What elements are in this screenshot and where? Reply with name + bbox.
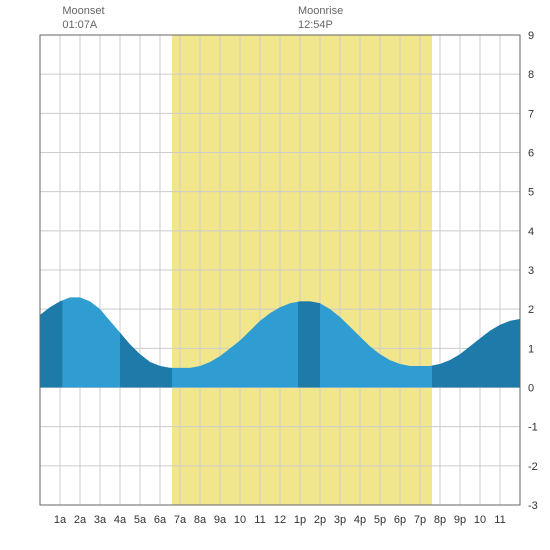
svg-text:4a: 4a [114, 514, 127, 526]
svg-text:1: 1 [528, 343, 534, 355]
svg-text:10: 10 [234, 514, 246, 526]
moonset-annotation: Moonset 01:07A [62, 4, 104, 33]
svg-text:7: 7 [528, 108, 534, 120]
svg-text:8p: 8p [434, 514, 446, 526]
moonset-title: Moonset [62, 4, 104, 18]
svg-text:6a: 6a [154, 514, 167, 526]
svg-text:7a: 7a [174, 514, 187, 526]
svg-text:11: 11 [494, 514, 505, 526]
svg-text:2: 2 [528, 304, 534, 316]
svg-text:8: 8 [528, 69, 534, 81]
chart-svg: -3-2-101234567891a2a3a4a5a6a7a8a9a101112… [0, 0, 550, 550]
svg-text:-2: -2 [528, 461, 538, 473]
moonrise-title: Moonrise [298, 4, 343, 18]
svg-text:-1: -1 [528, 422, 538, 434]
svg-text:1a: 1a [54, 514, 67, 526]
x-axis-labels: 1a 2a 3a 4a 5a 6a 7a 8a 9a 10 11 12 1p 2p 3p 4p 5p 6p 7p 8p… [54, 514, 506, 526]
svg-text:3a: 3a [94, 514, 107, 526]
svg-text:11: 11 [254, 514, 265, 526]
svg-text:6: 6 [528, 148, 534, 160]
svg-text:12: 12 [274, 514, 286, 526]
moonrise-time: 12:54P [298, 18, 343, 32]
svg-text:3p: 3p [334, 514, 346, 526]
svg-text:5: 5 [528, 187, 534, 199]
moonset-time: 01:07A [62, 18, 104, 32]
svg-text:5a: 5a [134, 514, 147, 526]
svg-text:7p: 7p [414, 514, 426, 526]
svg-text:2a: 2a [74, 514, 87, 526]
svg-text:5p: 5p [374, 514, 386, 526]
svg-text:9: 9 [528, 30, 534, 42]
svg-text:4: 4 [528, 226, 534, 238]
svg-text:0: 0 [528, 383, 534, 395]
svg-text:3: 3 [528, 265, 534, 277]
svg-text:9a: 9a [214, 514, 227, 526]
svg-text:4p: 4p [354, 514, 366, 526]
svg-text:8a: 8a [194, 514, 207, 526]
svg-text:2p: 2p [314, 514, 326, 526]
svg-text:6p: 6p [394, 514, 406, 526]
svg-text:9p: 9p [454, 514, 466, 526]
svg-text:1p: 1p [294, 514, 306, 526]
moonrise-annotation: Moonrise 12:54P [298, 4, 343, 33]
tide-chart: Moonset 01:07A Moonrise 12:54P -3-2-1012… [0, 0, 550, 550]
svg-text:10: 10 [474, 514, 486, 526]
svg-text:-3: -3 [528, 500, 538, 512]
